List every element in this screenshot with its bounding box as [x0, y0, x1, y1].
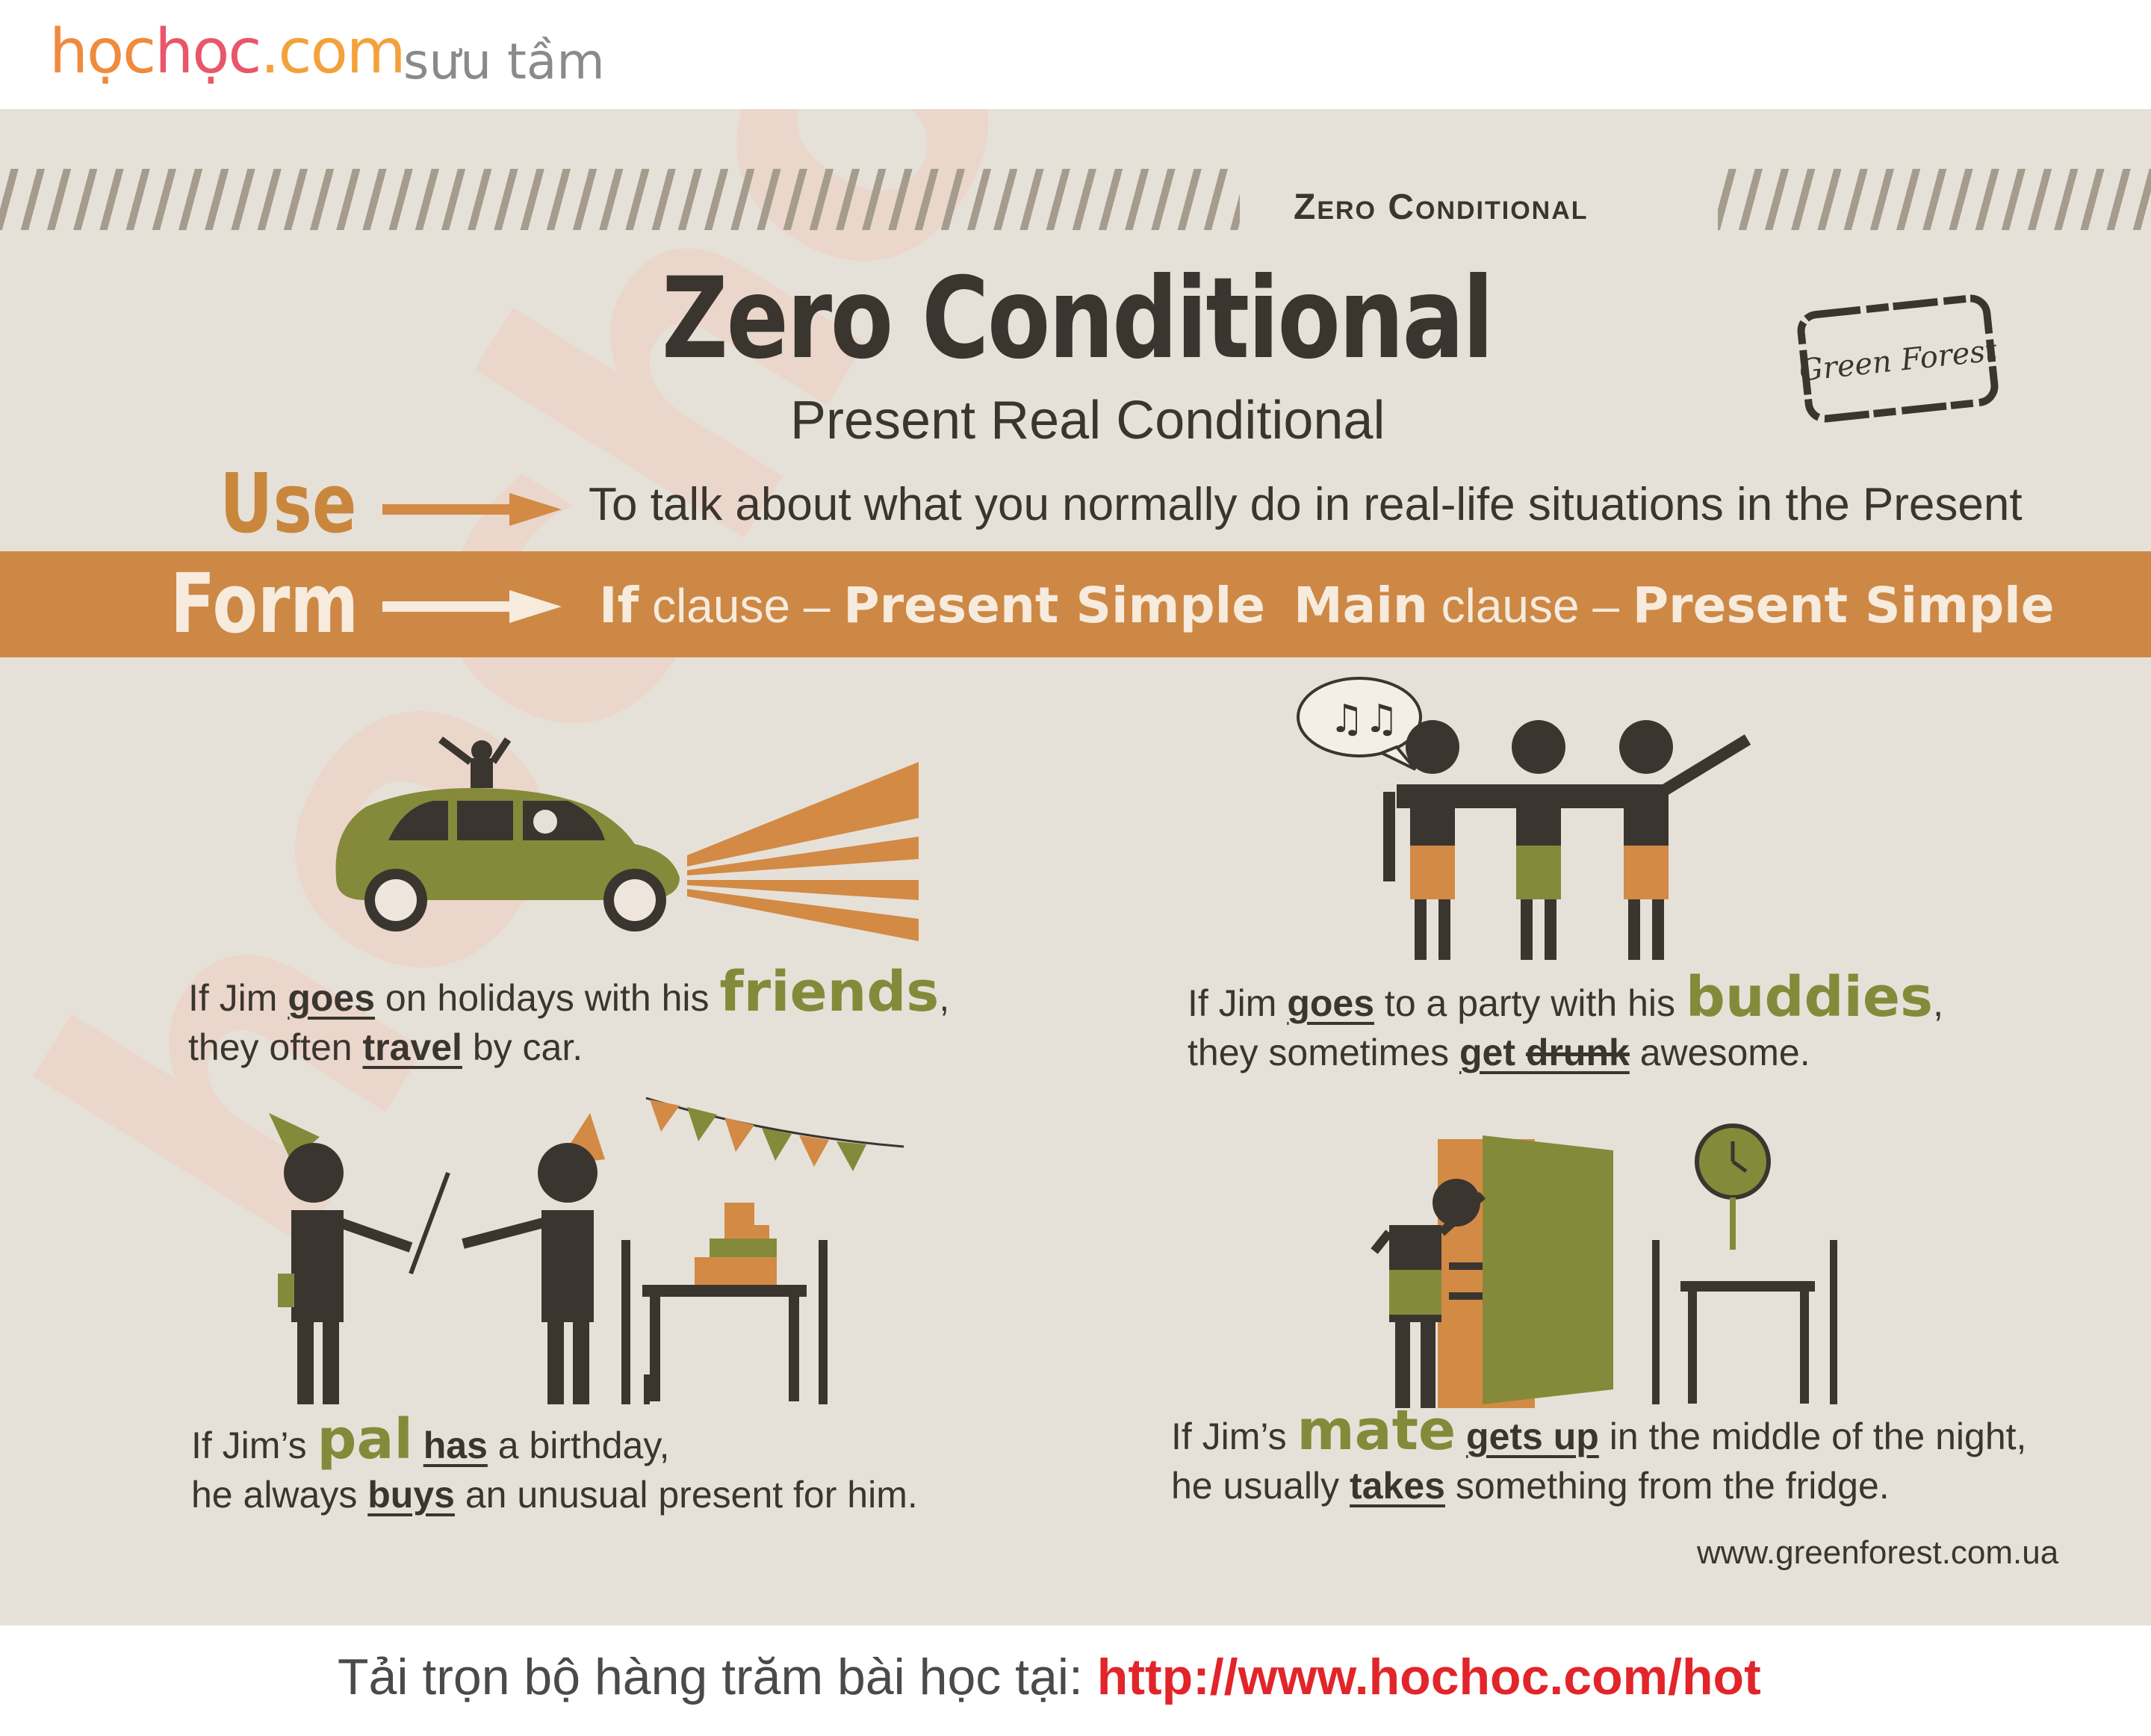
green-forest-stamp: Green Forest — [1797, 294, 1999, 423]
top-bar — [0, 0, 2151, 109]
subtitle: Present Real Conditional — [790, 391, 1385, 450]
use-arrow-icon — [382, 493, 562, 526]
form-band — [0, 551, 2151, 657]
form-label: Form — [170, 556, 359, 651]
use-description: To talk about what you normally do in re… — [589, 479, 2023, 530]
svg-text:♫♫: ♫♫ — [1329, 697, 1399, 742]
party-illustration: ♫♫ — [1297, 677, 1751, 960]
car-illustration — [335, 737, 919, 941]
page-title: Zero Conditional — [661, 254, 1494, 384]
form-arrow-icon — [382, 590, 562, 623]
if-clause-form: If clause – Present Simple — [599, 577, 1266, 634]
stripe-band-right — [1718, 169, 2151, 230]
fridge-illustration — [1371, 1123, 1837, 1408]
stamp-text: Green Forest — [1798, 333, 1999, 388]
birthday-illustration — [269, 1097, 904, 1404]
greenforest-url[interactable]: www.greenforest.com.ua — [1697, 1534, 2059, 1571]
hochoc-logo[interactable]: họchọc.com — [49, 16, 406, 87]
footer-link[interactable]: http://www.hochoc.com/hot — [1096, 1649, 1761, 1705]
tagline: sưu tầm — [403, 33, 605, 90]
main-clause-form: Main clause – Present Simple — [1294, 577, 2055, 634]
series-label: Zero Conditional — [1294, 187, 1589, 227]
stripe-band-left — [0, 169, 1240, 230]
example-3-sentence: If Jim’s pal has a birthday, he always b… — [191, 1407, 918, 1516]
example-4-sentence: If Jim’s mate gets up in the middle of t… — [1171, 1398, 2027, 1507]
use-label: Use — [220, 456, 357, 551]
watermark: hochoc.com — [0, 109, 1850, 1327]
footer-bar — [0, 1625, 2151, 1736]
footer-text: Tải trọn bộ hàng trăm bài học tại: http:… — [338, 1649, 1761, 1705]
example-2-sentence: If Jim goes to a party with his buddies,… — [1188, 965, 1943, 1073]
example-1-sentence: If Jim goes on holidays with his friends… — [188, 960, 950, 1068]
